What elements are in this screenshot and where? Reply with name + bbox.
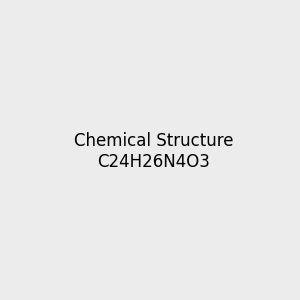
Text: Chemical Structure
C24H26N4O3: Chemical Structure C24H26N4O3 xyxy=(74,132,233,171)
